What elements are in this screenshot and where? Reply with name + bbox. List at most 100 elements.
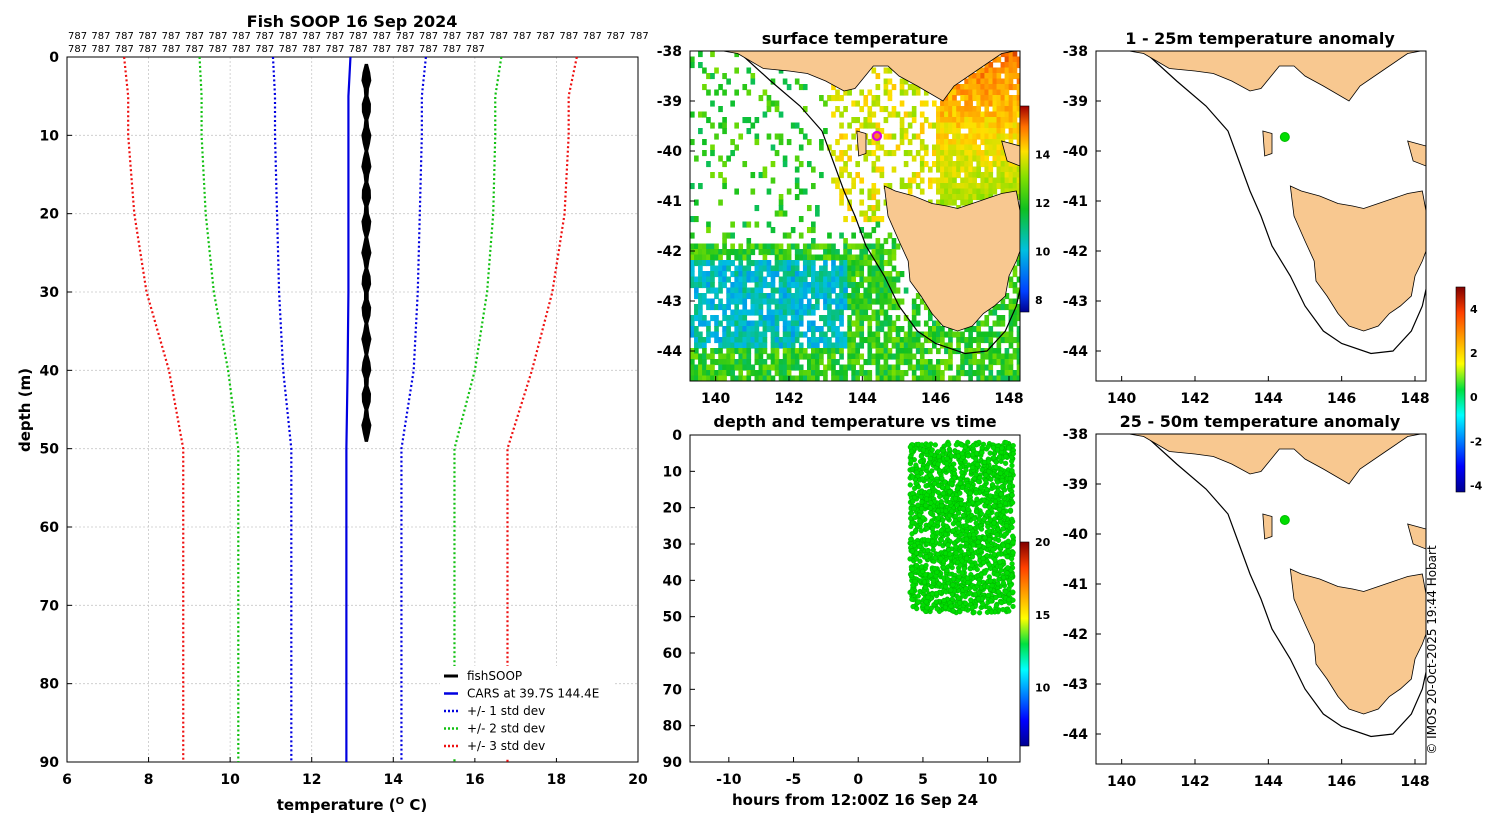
sst-pixel [823, 370, 828, 377]
sst-pixel [1008, 309, 1014, 316]
sst-pixel [839, 166, 844, 173]
sst-pixel [907, 84, 913, 91]
sst-pixel [972, 122, 977, 129]
sst-pixel [778, 254, 784, 261]
sst-pixel [996, 67, 1002, 74]
sst-pixel [1004, 51, 1010, 58]
depthtime-point [967, 590, 973, 596]
sst-pixel [827, 249, 832, 256]
sst-pixel [782, 282, 788, 289]
series-line-2-1 [400, 56, 428, 762]
sst-pixel [1008, 111, 1014, 118]
sst-pixel [907, 111, 913, 118]
depthtime-point [976, 534, 982, 540]
sst-pixel [758, 309, 764, 316]
sst-pixel [1016, 122, 1020, 129]
depthtime-point [1009, 462, 1015, 469]
sst-pixel [952, 122, 957, 129]
sst-pixel [835, 265, 840, 272]
sst-pixel [766, 249, 772, 256]
sst-pixel [887, 326, 893, 333]
sst-pixel [984, 166, 990, 173]
depthtime-point [986, 537, 993, 543]
sst-pixel [859, 243, 865, 250]
sst-pixel [734, 254, 739, 261]
sst-pixel [726, 287, 731, 294]
sst-pixel [798, 331, 804, 338]
sst-pixel [815, 205, 820, 212]
sst-pixel [718, 370, 723, 377]
sst-pixel [992, 95, 998, 102]
sst-pixel [1016, 106, 1020, 113]
sst-pixel [867, 139, 873, 146]
header-number: 787 [606, 31, 625, 42]
depthtime-point [1003, 453, 1009, 459]
sst-pixel [698, 265, 703, 272]
sst-pixel [887, 364, 893, 371]
sst-pixel [823, 128, 828, 135]
sst-pixel [859, 199, 865, 206]
sst-pixel [726, 293, 731, 300]
sst-pixel [867, 188, 873, 195]
sst-pixel [907, 359, 913, 366]
sst-pixel [972, 73, 977, 80]
sst-pixel [790, 309, 796, 316]
sst-pixel [790, 243, 796, 250]
sst-pixel [879, 326, 885, 333]
sst-pixel [1012, 183, 1018, 190]
sst-pixel [738, 342, 744, 349]
sst-pixel [754, 326, 760, 333]
sst-pixel [827, 298, 832, 305]
depthtime-point [923, 562, 929, 568]
sst-pixel [940, 194, 945, 201]
depthtime-point [950, 576, 957, 582]
sst-pixel [806, 227, 812, 234]
sst-pixel [952, 150, 957, 157]
sst-pixel [702, 271, 707, 278]
sst-pixel [718, 271, 723, 278]
sst-pixel [742, 161, 748, 168]
sst-pixel [798, 276, 804, 283]
depthtime-point [1009, 468, 1015, 474]
sst-pixel [976, 342, 981, 349]
sst-pixel [879, 287, 885, 294]
sst-pixel [746, 326, 752, 333]
header-number: 787 [442, 31, 461, 42]
sst-pixel [710, 276, 715, 283]
ytick-label: 60 [663, 646, 683, 662]
sst-pixel [802, 282, 808, 289]
sst-pixel [746, 337, 752, 344]
depthtime-point [936, 467, 942, 474]
sst-pixel [883, 337, 889, 344]
sst-pixel [968, 353, 973, 360]
depthtime-point [1002, 531, 1008, 538]
sst-pixel [767, 381, 772, 387]
sst-pixel [710, 271, 715, 278]
sst-pixel [871, 210, 877, 217]
sst-pixel [835, 89, 840, 96]
depthtime-point [1003, 440, 1009, 446]
sst-pixel [1012, 353, 1018, 360]
sst-pixel [782, 304, 788, 311]
sst-pixel [847, 254, 852, 261]
sst-pixel [859, 293, 865, 300]
depthtime-point [1010, 518, 1016, 525]
depthtime-point [938, 527, 945, 533]
sst-pixel [835, 359, 840, 366]
sst-pixel [1008, 161, 1014, 168]
sst-pixel [839, 353, 844, 360]
sst-pixel [972, 95, 977, 102]
sst-pixel [790, 337, 796, 344]
sst-pixel [887, 254, 893, 261]
sst-pixel [932, 342, 937, 349]
sst-pixel [940, 106, 945, 113]
sst-pixel [738, 293, 744, 300]
sst-pixel [956, 106, 961, 113]
sst-pixel [972, 89, 977, 96]
sst-pixel [831, 381, 836, 387]
sst-pixel [899, 84, 905, 91]
sst-pixel [758, 342, 764, 349]
sst-pixel [823, 276, 828, 283]
sst-pixel [778, 210, 784, 217]
sst-pixel [919, 122, 925, 129]
